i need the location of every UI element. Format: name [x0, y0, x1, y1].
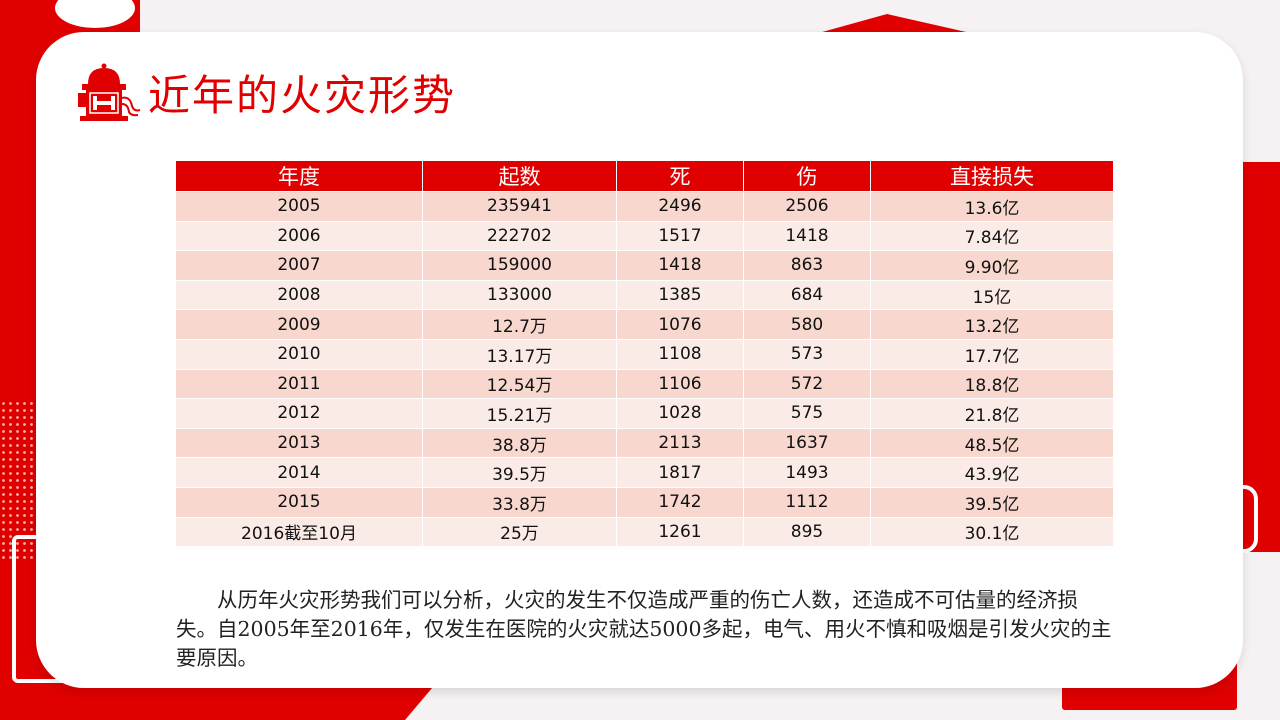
- cell-year: 2005: [175, 191, 423, 222]
- cell-injuries: 573: [743, 338, 871, 370]
- cell-injuries: 1637: [743, 427, 871, 459]
- page-title: 近年的火灾形势: [148, 70, 457, 120]
- cell-year: 2012: [175, 398, 423, 429]
- cell-deaths: 2496: [616, 191, 744, 222]
- cell-count: 15.21万: [422, 398, 617, 429]
- cell-count: 39.5万: [422, 457, 617, 488]
- cell-count: 12.54万: [422, 368, 617, 400]
- cell-injuries: 1418: [743, 220, 871, 252]
- table-row: 2010 13.17万 1108 573 17.7亿: [175, 338, 1114, 370]
- header-direct-loss: 直接损失: [870, 160, 1114, 192]
- cell-loss: 13.6亿: [870, 191, 1114, 222]
- cell-injuries: 580: [743, 309, 871, 340]
- cell-loss: 18.8亿: [870, 368, 1114, 400]
- cell-year: 2007: [175, 250, 423, 281]
- analysis-paragraph: 从历年火灾形势我们可以分析，火灾的发生不仅造成严重的伤亡人数，还造成不可估量的经…: [176, 587, 1112, 670]
- cell-injuries: 895: [743, 516, 871, 548]
- cell-deaths: 1385: [616, 279, 744, 311]
- background-dot-pattern: [0, 400, 40, 580]
- cell-deaths: 1106: [616, 368, 744, 400]
- cell-loss: 15亿: [870, 279, 1114, 311]
- cell-year: 2014: [175, 457, 423, 488]
- cell-count: 12.7万: [422, 309, 617, 340]
- cell-injuries: 1112: [743, 486, 871, 518]
- cell-deaths: 1076: [616, 309, 744, 340]
- cell-deaths: 1028: [616, 398, 744, 429]
- cell-count: 25万: [422, 516, 617, 548]
- cell-count: 13.17万: [422, 338, 617, 370]
- table-row: 2013 38.8万 2113 1637 48.5亿: [175, 427, 1114, 459]
- header-deaths: 死: [616, 160, 744, 192]
- fire-hydrant-icon: [78, 63, 141, 121]
- cell-year: 2015: [175, 486, 423, 518]
- cell-injuries: 572: [743, 368, 871, 400]
- cell-deaths: 1108: [616, 338, 744, 370]
- header-count: 起数: [422, 160, 617, 192]
- cell-count: 222702: [422, 220, 617, 252]
- table-row: 2012 15.21万 1028 575 21.8亿: [175, 398, 1114, 429]
- table-row: 2011 12.54万 1106 572 18.8亿: [175, 368, 1114, 400]
- cell-loss: 13.2亿: [870, 309, 1114, 340]
- cell-deaths: 1742: [616, 486, 744, 518]
- cell-year: 2010: [175, 338, 423, 370]
- cell-count: 133000: [422, 279, 617, 311]
- table-row: 2007 159000 1418 863 9.90亿: [175, 250, 1114, 281]
- cell-count: 235941: [422, 191, 617, 222]
- table-row: 2014 39.5万 1817 1493 43.9亿: [175, 457, 1114, 488]
- cell-injuries: 575: [743, 398, 871, 429]
- cell-injuries: 2506: [743, 191, 871, 222]
- cell-deaths: 1817: [616, 457, 744, 488]
- cell-deaths: 2113: [616, 427, 744, 459]
- cell-count: 159000: [422, 250, 617, 281]
- cell-injuries: 684: [743, 279, 871, 311]
- cell-loss: 7.84亿: [870, 220, 1114, 252]
- cell-loss: 43.9亿: [870, 457, 1114, 488]
- cell-year: 2011: [175, 368, 423, 400]
- cell-deaths: 1261: [616, 516, 744, 548]
- table-row: 2016截至10月 25万 1261 895 30.1亿: [175, 516, 1114, 548]
- table-row: 2015 33.8万 1742 1112 39.5亿: [175, 486, 1114, 518]
- cell-deaths: 1418: [616, 250, 744, 281]
- cell-injuries: 1493: [743, 457, 871, 488]
- cell-year: 2009: [175, 309, 423, 340]
- cell-loss: 21.8亿: [870, 398, 1114, 429]
- cell-count: 33.8万: [422, 486, 617, 518]
- header-injuries: 伤: [743, 160, 871, 192]
- header-year: 年度: [175, 160, 423, 192]
- title-row: 近年的火灾形势: [76, 62, 456, 122]
- fire-statistics-table: 年度 起数 死 伤 直接损失 2005 235941 2496 2506 13.…: [175, 160, 1114, 548]
- background-red-peak-top: [815, 14, 975, 34]
- table-row: 2008 133000 1385 684 15亿: [175, 279, 1114, 311]
- cell-year: 2006: [175, 220, 423, 252]
- cell-loss: 48.5亿: [870, 427, 1114, 459]
- cell-year: 2013: [175, 427, 423, 459]
- cell-year: 2016截至10月: [175, 516, 423, 548]
- cell-injuries: 863: [743, 250, 871, 281]
- table-header-row: 年度 起数 死 伤 直接损失: [175, 160, 1114, 192]
- cell-loss: 30.1亿: [870, 516, 1114, 548]
- table-row: 2009 12.7万 1076 580 13.2亿: [175, 309, 1114, 340]
- cell-loss: 9.90亿: [870, 250, 1114, 281]
- cell-loss: 39.5亿: [870, 486, 1114, 518]
- cell-deaths: 1517: [616, 220, 744, 252]
- cell-count: 38.8万: [422, 427, 617, 459]
- table-row: 2006 222702 1517 1418 7.84亿: [175, 220, 1114, 252]
- cell-loss: 17.7亿: [870, 338, 1114, 370]
- cell-year: 2008: [175, 279, 423, 311]
- table-row: 2005 235941 2496 2506 13.6亿: [175, 191, 1114, 222]
